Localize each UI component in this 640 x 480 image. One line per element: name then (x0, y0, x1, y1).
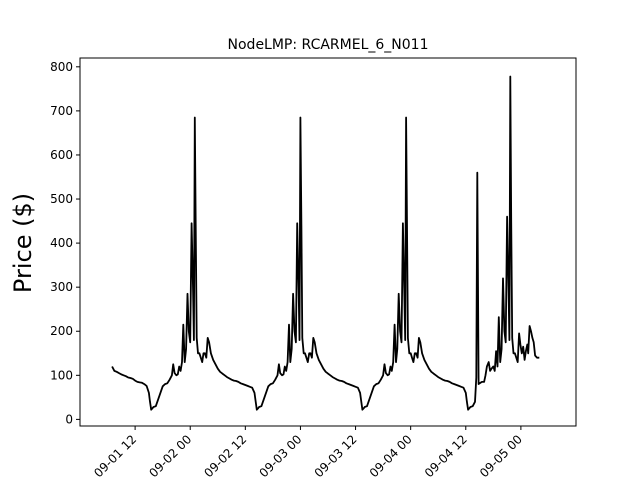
chart-title: NodeLMP: RCARMEL_6_N011 (228, 37, 429, 53)
y-tick-label: 600 (50, 148, 73, 162)
y-tick-label: 700 (50, 104, 73, 118)
y-tick-label: 800 (50, 60, 73, 74)
y-axis-label: Price ($) (9, 193, 37, 293)
y-tick-label: 300 (50, 280, 73, 294)
y-tick-label: 100 (50, 368, 73, 382)
y-axis: 0 100 200 300 400 500 600 700 800 (50, 60, 80, 426)
plot-area-frame (79, 57, 577, 427)
series-line (111, 75, 540, 411)
y-tick-label: 500 (50, 192, 73, 206)
y-tick-label: 0 (65, 412, 73, 426)
y-tick-label: 200 (50, 324, 73, 338)
y-tick-label: 400 (50, 236, 73, 250)
